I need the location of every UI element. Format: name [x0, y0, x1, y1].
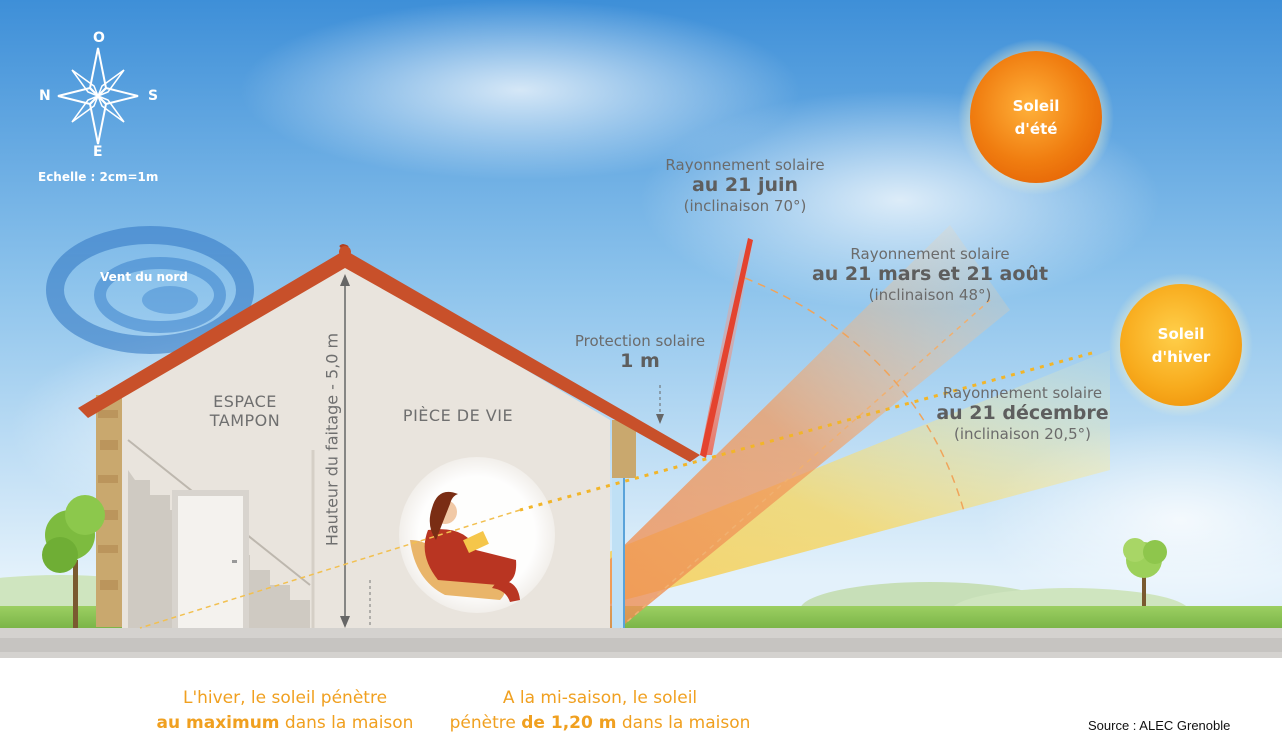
equinox-arc: [744, 277, 966, 516]
buffer-space-label: ESPACE TAMPON: [209, 392, 281, 431]
tree-left: [42, 495, 105, 628]
summer-sun-icon: [970, 51, 1102, 183]
living-room-label: PIÈCE DE VIE: [402, 406, 514, 425]
equinox-guide: [619, 299, 991, 629]
winter-sun-icon: [1120, 284, 1242, 406]
scale-label: Echelle : 2cm=1m: [38, 170, 159, 184]
reading-woman-icon: [410, 491, 520, 602]
cloud: [240, 0, 800, 180]
compass-south-label: E: [93, 144, 103, 160]
stone-wall-right: [612, 420, 636, 478]
ground-section-dark: [0, 638, 1282, 652]
wind-swirl: [46, 226, 254, 354]
glazing: [612, 478, 624, 628]
winter-sun-label: Soleil d'hiver: [1151, 325, 1211, 366]
ridge-height-label: Hauteur du faitage - 5,0 m: [322, 332, 342, 547]
summer-sun-label: Soleil d'été: [1012, 97, 1060, 138]
equinox-beam: [540, 225, 1010, 628]
tree-right: [1123, 538, 1167, 606]
solar-protection-overhang: [700, 238, 753, 458]
compass-rose-icon: [57, 47, 139, 145]
protection-label: Protection solaire 1 m: [574, 332, 706, 372]
compass-north-label: O: [93, 30, 105, 46]
june-ray-label: Rayonnement solaire au 21 juin (inclinai…: [665, 156, 825, 215]
compass-east-label: S: [148, 88, 159, 104]
compass-west-label: N: [39, 88, 51, 104]
winter-caption: L'hiver, le soleil pénètre au maximum da…: [156, 688, 414, 733]
midseason-caption: A la mi-saison, le soleil pénètre de 1,2…: [449, 688, 751, 733]
december-ray-line-inner: [139, 509, 521, 629]
roof: [78, 250, 700, 462]
wind-label: Vent du nord: [100, 270, 188, 284]
source-credit: Source : ALEC Grenoble: [1088, 718, 1231, 733]
december-ray-label: Rayonnement solaire au 21 décembre (incl…: [936, 384, 1109, 443]
equinox-ray-label: Rayonnement solaire au 21 mars et 21 aoû…: [811, 245, 1049, 304]
